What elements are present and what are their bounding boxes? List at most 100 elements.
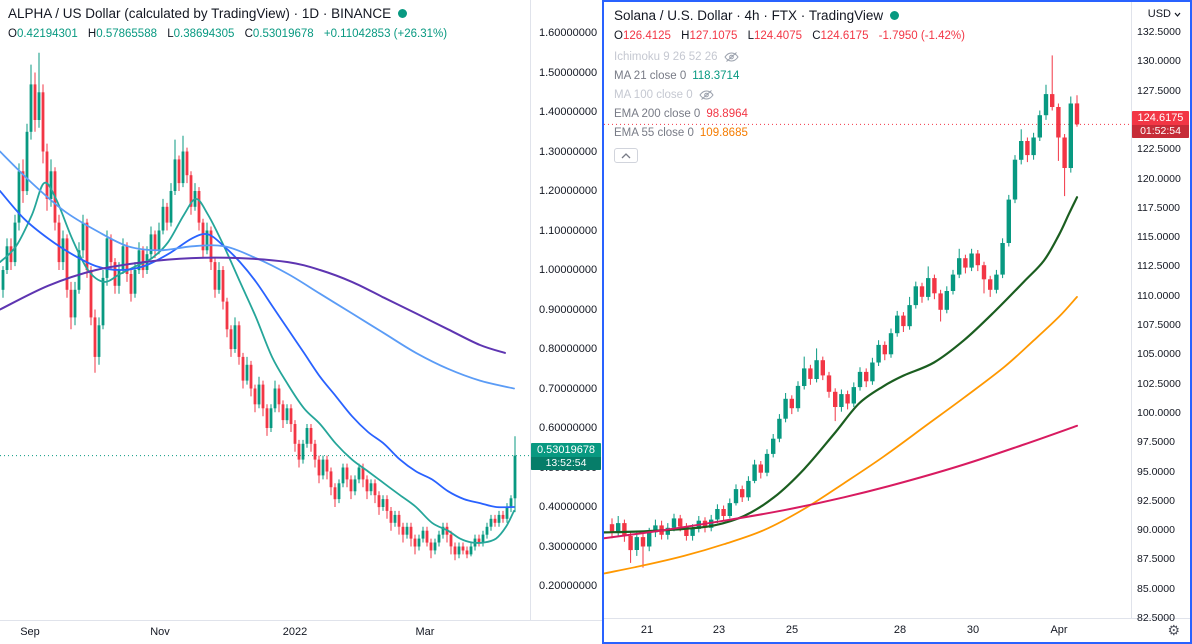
candle-body [888,333,894,355]
price-tick-label: 92.5000 [1137,494,1175,507]
candle-body [405,526,409,535]
currency-dropdown[interactable]: USD [1148,8,1181,20]
candle-body [373,483,377,496]
ema-200-line [604,424,1078,540]
candle-body [981,265,987,280]
candle-body [509,498,513,507]
candle-body [746,480,751,498]
candle-body [429,542,433,551]
candle-body [297,443,301,460]
candle-body [249,364,253,389]
candle-body [634,537,639,550]
indicator-row-ma100[interactable]: MA 100 close 0 [614,88,965,102]
eye-hidden-icon[interactable] [723,51,739,63]
candle-body [321,459,325,476]
candle-body [994,274,999,290]
high-value: 127.1075 [689,30,738,42]
candle-body [9,246,13,263]
indicator-row-ema200[interactable]: EMA 200 close 0 98.8964 [614,107,965,121]
candle-body [752,464,757,481]
candle-body [1074,103,1080,125]
solana-symbol-title[interactable]: Solana / U.S. Dollar · 4h · FTX · Tradin… [614,8,884,23]
candle-body [201,222,205,251]
candle-body [957,258,962,275]
close-value: 124.6175 [820,30,869,42]
alpha-ohlc-readout: O0.42194301 H0.57865588 L0.38694305 C0.5… [8,28,447,40]
candle-body [1062,137,1067,168]
indicator-value: 118.3714 [692,70,740,82]
candle-body [413,538,417,547]
candle-body [197,191,201,223]
candle-body [1031,137,1036,156]
candle-body [61,238,65,263]
candle-body [882,344,887,355]
legend-collapse-button[interactable] [614,148,638,163]
price-tick-label: 102.5000 [1137,377,1181,390]
candle-body [381,499,385,507]
candle-body [489,518,493,527]
candle-body [1006,199,1011,243]
candle-body [820,360,825,376]
candle-body [261,384,265,409]
market-status-icon[interactable] [398,9,408,18]
candle-body [1000,243,1005,275]
indicator-row-ichimoku[interactable]: Ichimoku 9 26 52 26 [614,50,965,64]
candle-body [305,428,309,444]
price-tick-label: 100.0000 [1137,406,1181,419]
open-label: O [8,28,17,40]
candle-body [437,534,441,543]
candle-body [377,495,381,508]
alpha-price-scale[interactable]: 0.53019678 13:52:54 1.60000000 1.50000000… [530,0,602,620]
solana-last-price-tag: 124.6175 01:52:54 [1132,111,1189,139]
indicator-legend: Ichimoku 9 26 52 26 MA 21 close 0 118.37… [614,50,965,140]
solana-pane-header: Solana / U.S. Dollar · 4h · FTX · Tradin… [614,8,965,163]
candle-body [13,222,17,263]
candle-body [409,526,413,539]
price-tick-label: 107.5000 [1137,319,1181,331]
candle-body [137,250,141,271]
candle-body [213,262,217,290]
time-tick-label: 30 [966,624,980,636]
alpha-last-price: 0.53019678 [536,443,596,456]
candle-body [233,325,237,349]
candle-body [153,234,157,251]
candle-body [121,246,125,270]
solana-chart-canvas[interactable] [604,2,1131,618]
candle-body [721,509,726,516]
candle-body [273,388,277,409]
candle-body [177,159,181,184]
alpha-chart-canvas[interactable] [0,0,530,620]
candle-body [225,301,229,330]
candle-body [385,499,389,511]
candle-body [913,286,918,306]
alpha-countdown: 13:52:54 [531,456,601,470]
candle-body [117,270,121,286]
candle-body [461,546,465,551]
candle-body [393,514,397,523]
solana-price-scale[interactable]: 124.6175 01:52:54 132.5000 130.0000 127.50… [1131,2,1190,624]
candle-body [1012,159,1018,200]
candle-body [622,523,627,536]
candle-body [173,159,177,191]
candle-body [161,206,165,231]
time-tick-label: Nov [150,626,170,638]
candle-body [665,527,670,535]
candle-body [678,518,683,527]
candle-body [337,483,341,500]
candle-body [277,388,281,405]
settings-gear-icon[interactable]: ⚙ [1167,622,1180,638]
eye-hidden-icon[interactable] [699,89,714,101]
candle-body [285,408,289,421]
market-status-icon[interactable] [890,11,900,20]
alpha-time-axis[interactable]: Sep Nov 2022 Mar [0,620,602,644]
price-tick-label: 105.0000 [1137,348,1181,361]
candle-body [29,84,33,132]
alpha-symbol-title[interactable]: ALPHA / US Dollar (calculated by Trading… [8,6,392,21]
close-value: 0.53019678 [252,28,314,40]
ma-mid-line [0,190,515,509]
indicator-row-ema55[interactable]: EMA 55 close 0 109.8685 [614,126,965,140]
indicator-row-ma21[interactable]: MA 21 close 0 118.3714 [614,69,965,83]
candle-body [505,507,509,519]
candle-body [421,530,425,539]
solana-time-axis[interactable]: 21 23 25 28 30 Apr [604,618,1190,640]
